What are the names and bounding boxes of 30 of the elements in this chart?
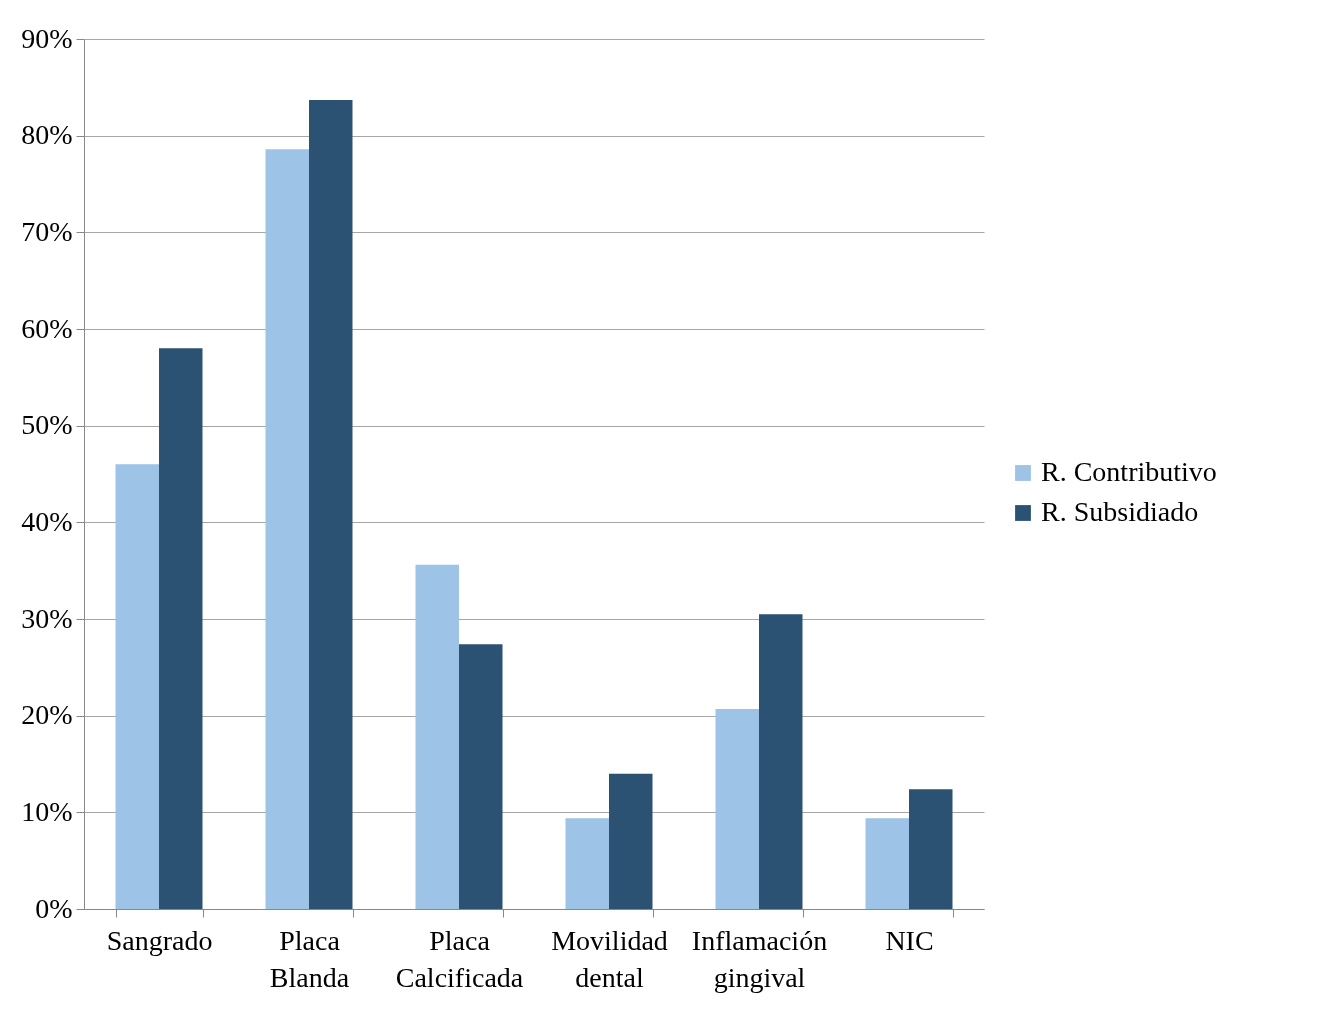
y-tick-label: 20% xyxy=(21,699,73,731)
bar xyxy=(159,348,203,909)
bar xyxy=(759,614,803,909)
x-tick-label: Movilidad dental xyxy=(551,924,668,993)
y-tick-label: 10% xyxy=(21,795,73,827)
x-tick-label: Sangrado xyxy=(106,924,213,956)
bar xyxy=(265,149,309,909)
bar xyxy=(865,818,909,909)
legend-label: R. Subsidiado xyxy=(1041,496,1199,527)
y-tick-label: 70% xyxy=(21,215,73,247)
y-tick-label: 30% xyxy=(21,602,73,634)
x-tick-label: NIC xyxy=(885,924,934,956)
bar xyxy=(715,708,759,909)
x-tick-label: Inflamación gingival xyxy=(691,924,828,993)
bar xyxy=(609,773,653,909)
bar xyxy=(909,789,953,909)
y-tick-label: 40% xyxy=(21,505,73,537)
bar xyxy=(565,818,609,909)
x-tick-label: Placa Blanda xyxy=(269,924,350,993)
y-tick-label: 50% xyxy=(21,409,73,441)
y-tick-label: 90% xyxy=(21,22,73,54)
legend-label: R. Contributivo xyxy=(1041,456,1217,487)
y-tick-label: 0% xyxy=(35,892,73,924)
bar xyxy=(415,564,459,909)
bar xyxy=(459,644,503,909)
y-tick-label: 60% xyxy=(21,312,73,344)
y-tick-label: 80% xyxy=(21,119,73,151)
bar xyxy=(309,99,353,909)
bar xyxy=(115,464,159,909)
x-tick-label: Placa Calcificada xyxy=(395,924,524,993)
